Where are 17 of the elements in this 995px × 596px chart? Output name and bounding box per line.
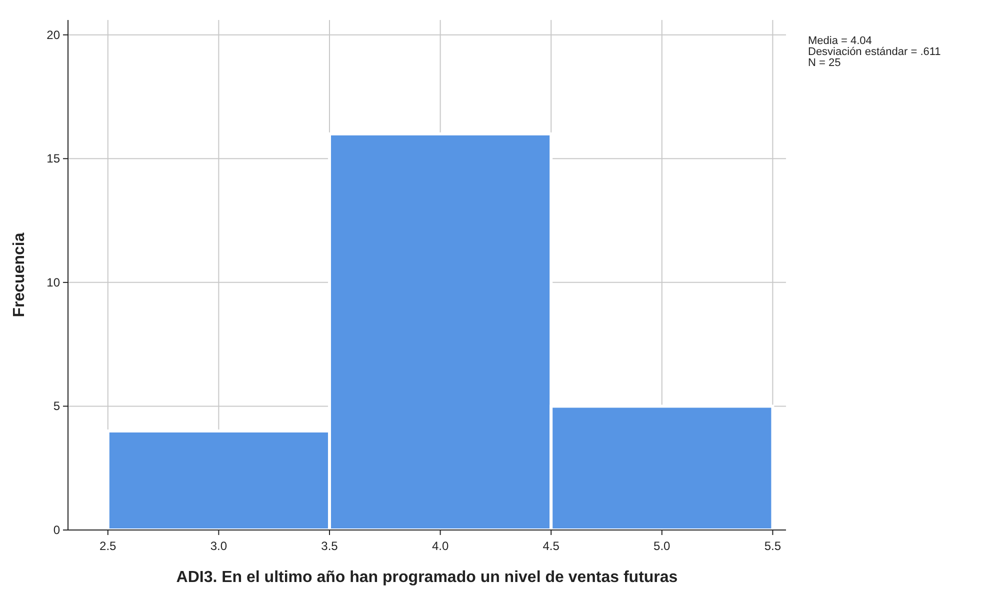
- y-tick-label: 20: [46, 28, 60, 42]
- text: Media = 4.04: [808, 35, 872, 47]
- x-tick-label: 3.5: [321, 539, 338, 553]
- x-axis-title: ADI3. En el ultimo año han programado un nivel de ventas futuras: [176, 569, 678, 586]
- x-tick-label: 5.5: [764, 539, 782, 553]
- x-tick-label: 4.5: [542, 539, 560, 553]
- text: Desviación estándar = .611: [808, 46, 941, 58]
- y-tick-label: 15: [46, 152, 60, 166]
- x-tick-label: 2.5: [100, 539, 117, 553]
- x-tick-label: 5.0: [654, 539, 671, 553]
- x-tick-label: 3.0: [210, 539, 228, 553]
- x-tick-label: 4.0: [432, 539, 449, 553]
- y-tick-label: 5: [53, 399, 60, 414]
- text: N = 25: [808, 57, 841, 69]
- y-tick-label: 0: [53, 523, 60, 537]
- y-tick-label: 10: [46, 275, 60, 290]
- y-axis-title: Frecuencia: [11, 232, 28, 318]
